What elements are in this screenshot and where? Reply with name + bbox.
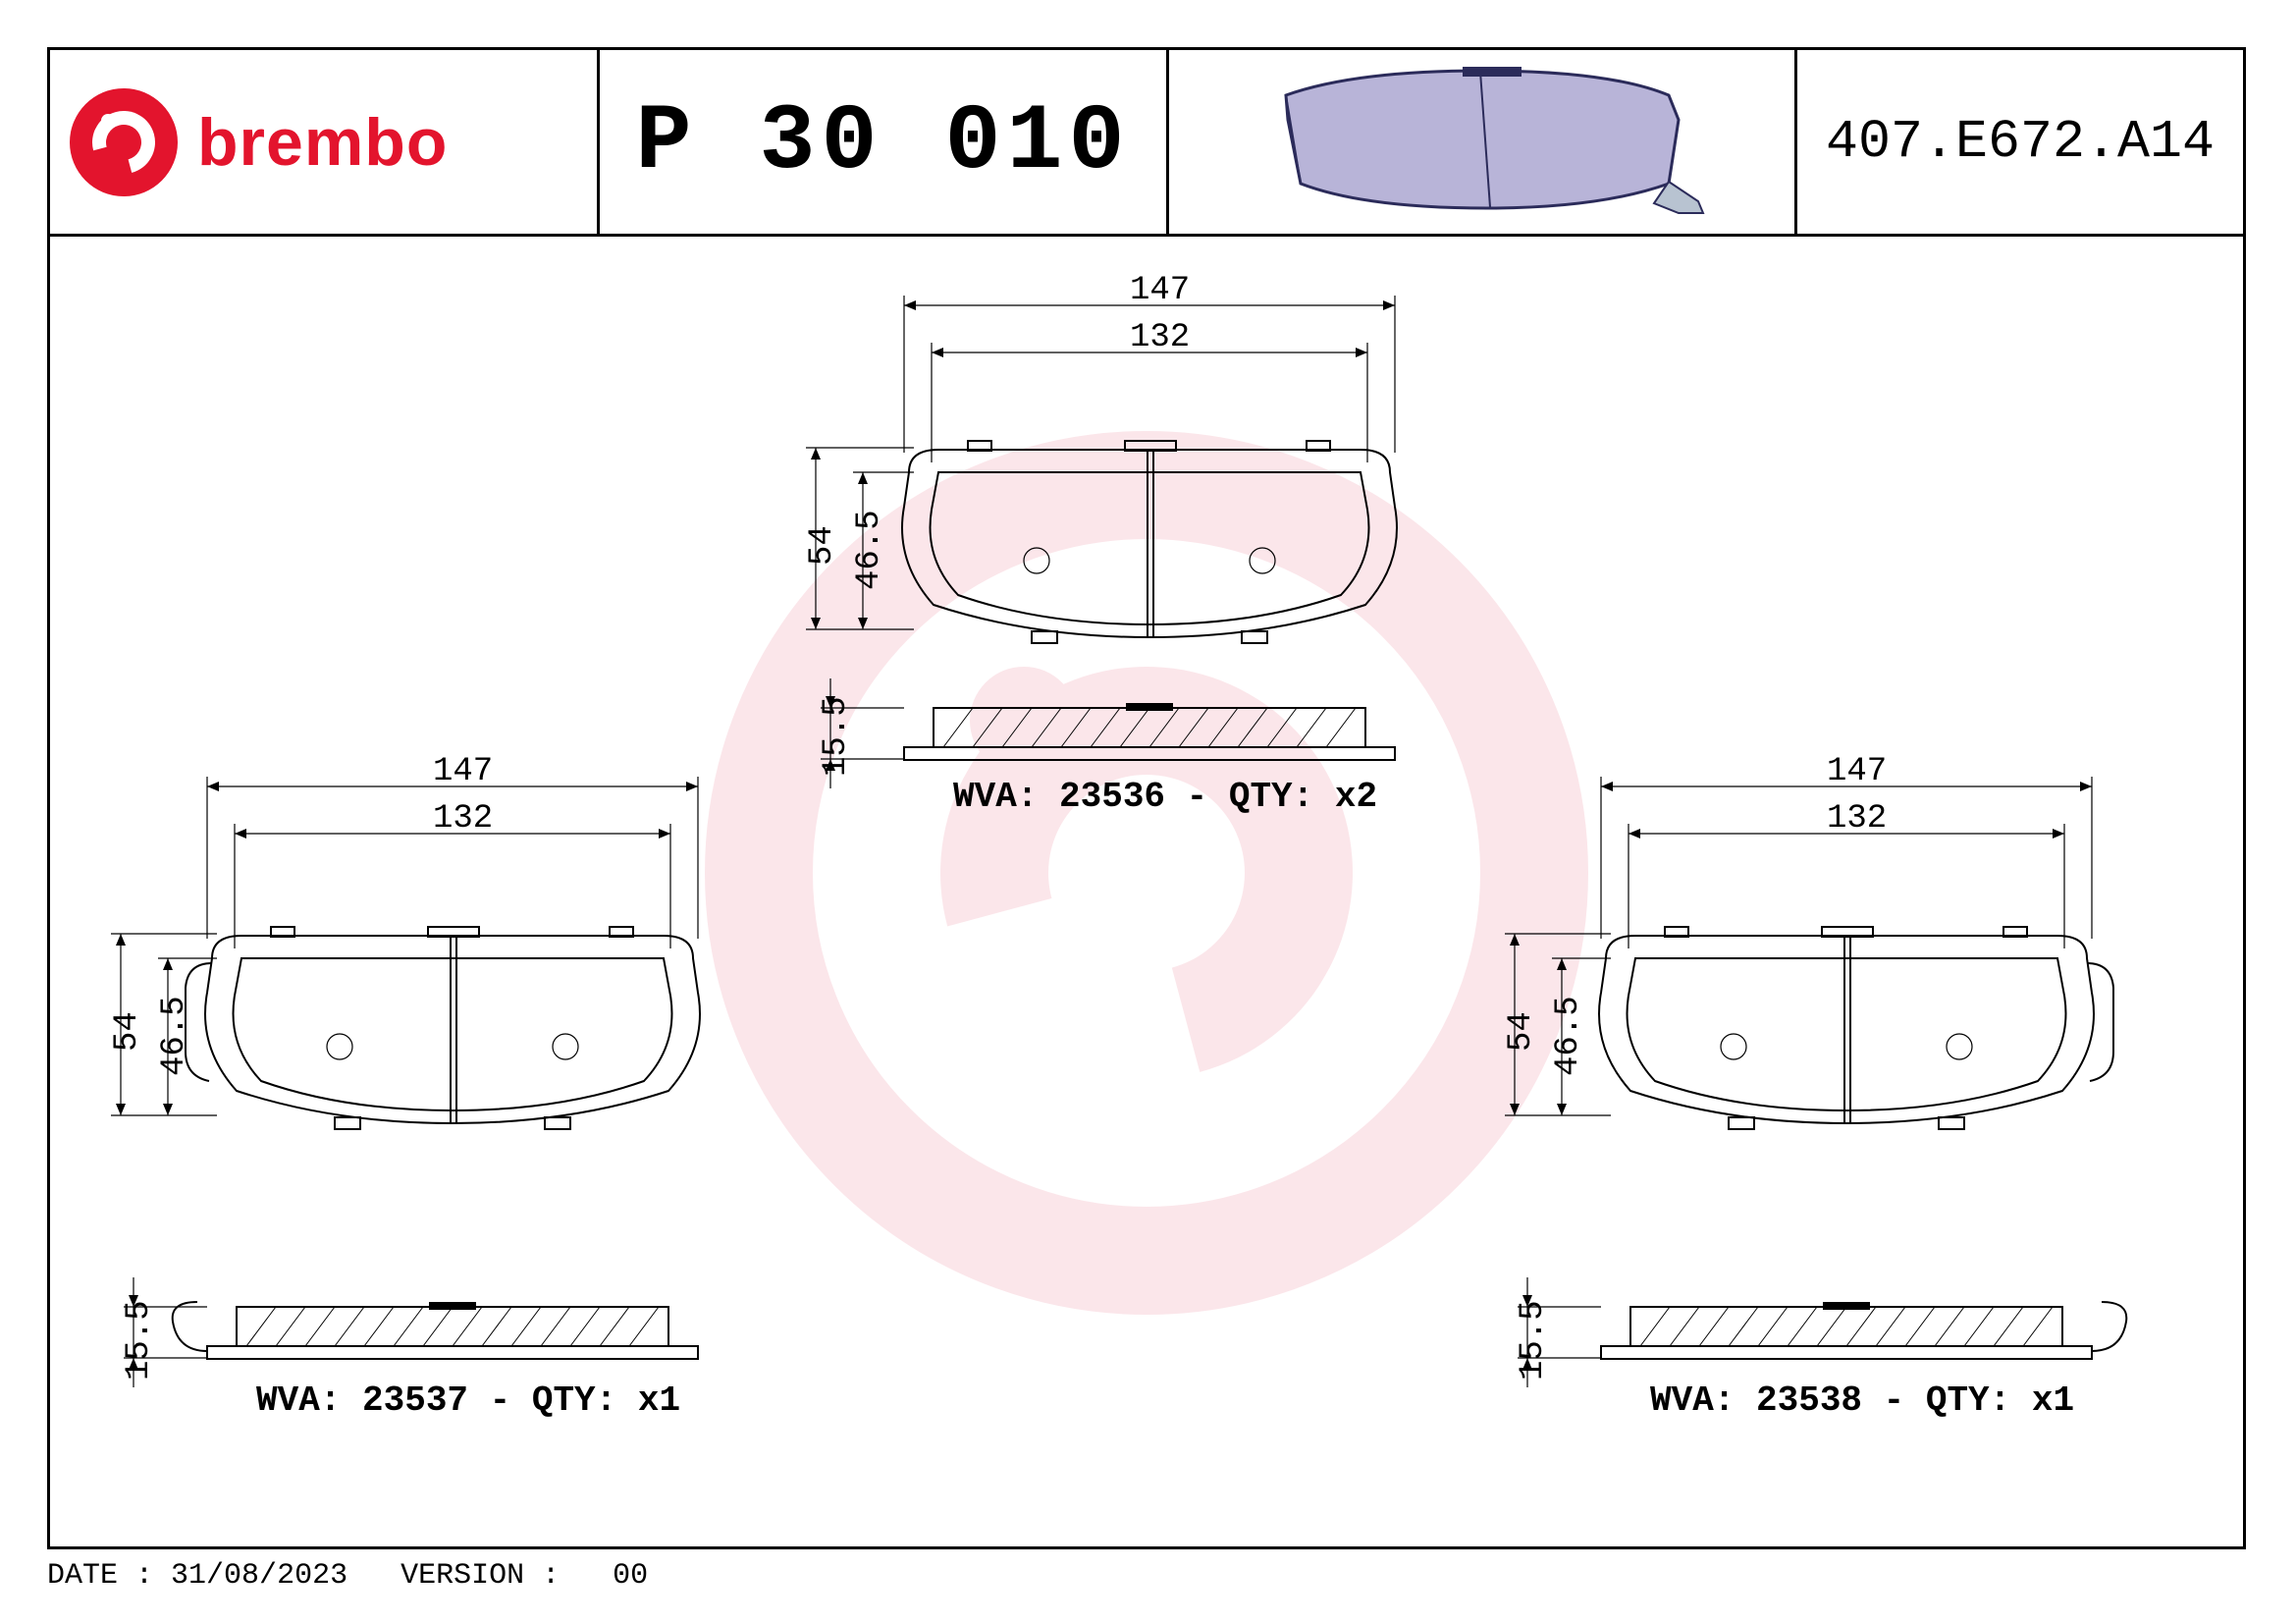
dim-left-height-outer: 54: [109, 1011, 146, 1052]
header-cell-render: [1169, 50, 1797, 234]
wva-label-top: WVA: 23536 - QTY: x2: [953, 777, 1377, 817]
dim-right-height-outer: 54: [1503, 1011, 1540, 1052]
part-number: P 30 010: [635, 89, 1130, 195]
footer-meta: DATE : 31/08/2023 VERSION : 00: [47, 1559, 648, 1593]
brembo-logo-icon: [70, 88, 178, 196]
drawing-frame: brembo P 30 010: [47, 47, 2246, 1549]
pad-drawing-top: 147 132 54 46.5 15.5 WVA: 23536 - QTY: x…: [776, 266, 1522, 816]
page-root: brembo P 30 010: [0, 0, 2296, 1624]
dim-right-width-inner: 132: [1827, 800, 1887, 838]
header-row: brembo P 30 010: [50, 50, 2243, 237]
dim-right-width-outer: 147: [1827, 753, 1887, 790]
header-cell-doc-number: 407.E672.A14: [1797, 50, 2243, 234]
brand-logo: brembo: [70, 88, 448, 196]
brand-name: brembo: [197, 104, 448, 181]
footer-version: 00: [613, 1559, 648, 1593]
pad-drawing-right: 147 132 54 46.5 15.5 WVA: 23538 - QTY: x…: [1464, 747, 2210, 1493]
dim-left-width-inner: 132: [433, 800, 493, 838]
dim-left-height-inner: 46.5: [156, 996, 193, 1076]
dim-top-height-outer: 54: [804, 525, 841, 566]
header-cell-logo: brembo: [50, 50, 600, 234]
dim-right-thickness: 15.5: [1515, 1300, 1552, 1380]
footer-date: 31/08/2023: [171, 1559, 347, 1593]
pad-3d-icon: [1247, 66, 1718, 218]
footer-date-label: DATE :: [47, 1559, 153, 1593]
dim-left-width-outer: 147: [433, 753, 493, 790]
dim-right-height-inner: 46.5: [1550, 996, 1587, 1076]
pad-3d-render: [1247, 66, 1718, 218]
dim-top-width-outer: 147: [1130, 272, 1190, 309]
dim-top-height-inner: 46.5: [851, 510, 888, 590]
pad-drawing-left: 147 132 54 46.5 15.5 WVA: 23537 - QTY: x…: [89, 747, 796, 1493]
dim-left-thickness: 15.5: [121, 1300, 158, 1380]
header-cell-part-number: P 30 010: [600, 50, 1169, 234]
drawings-area: 147 132 54 46.5 15.5 WVA: 23536 - QTY: x…: [50, 237, 2243, 1546]
footer-version-label: VERSION :: [400, 1559, 560, 1593]
dim-top-thickness: 15.5: [818, 696, 855, 777]
document-number: 407.E672.A14: [1826, 111, 2215, 173]
wva-label-left: WVA: 23537 - QTY: x1: [256, 1380, 680, 1421]
wva-label-right: WVA: 23538 - QTY: x1: [1650, 1380, 2074, 1421]
dim-top-width-inner: 132: [1130, 319, 1190, 356]
